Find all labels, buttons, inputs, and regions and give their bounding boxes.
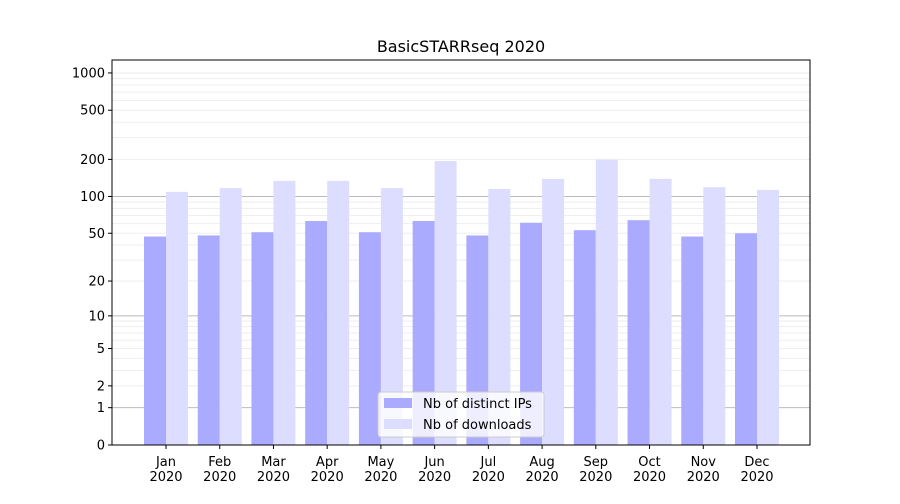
bar-distinct-ips bbox=[573, 230, 596, 445]
plot-frame bbox=[111, 59, 811, 446]
bar-downloads bbox=[273, 180, 296, 445]
bar-downloads bbox=[166, 191, 188, 445]
legend-swatch bbox=[384, 398, 412, 408]
x-tick-label: May 2020 bbox=[364, 455, 397, 485]
legend-box bbox=[377, 391, 545, 438]
bar-distinct-ips bbox=[412, 221, 435, 445]
bar-downloads bbox=[219, 188, 242, 446]
bar-downloads bbox=[434, 161, 457, 445]
y-tick-label: 100 bbox=[80, 190, 105, 205]
y-tick-label: 0 bbox=[97, 439, 105, 454]
bar-downloads bbox=[380, 188, 403, 446]
bar-distinct-ips bbox=[305, 221, 328, 445]
legend-label: Nb of distinct IPs bbox=[423, 397, 532, 412]
legend-swatch bbox=[384, 419, 412, 429]
y-tick-label: 5 bbox=[97, 342, 105, 357]
y-tick-label: 10 bbox=[88, 309, 105, 324]
y-tick-label: 1 bbox=[97, 401, 105, 416]
bar-distinct-ips bbox=[735, 233, 757, 445]
y-tick-label: 1000 bbox=[72, 66, 105, 81]
legend: Nb of distinct IPs Nb of downloads bbox=[377, 391, 545, 438]
y-tick-label: 500 bbox=[80, 104, 105, 119]
x-tick-label: Apr 2020 bbox=[311, 455, 344, 485]
bar-downloads bbox=[542, 178, 565, 445]
chart-title: BasicSTARRseq 2020 bbox=[377, 37, 545, 56]
y-tick-label: 200 bbox=[80, 153, 105, 168]
bar-distinct-ips bbox=[358, 232, 381, 445]
bar-distinct-ips bbox=[251, 232, 274, 445]
y-tick-label: 20 bbox=[88, 275, 105, 290]
x-tick-label: Dec 2020 bbox=[740, 455, 773, 485]
bar-downloads bbox=[488, 189, 511, 445]
legend-label: Nb of downloads bbox=[423, 418, 532, 433]
x-tick-label: Jan 2020 bbox=[149, 455, 182, 485]
y-tick-label: 2 bbox=[97, 379, 105, 394]
x-tick-label: Feb 2020 bbox=[203, 455, 236, 485]
x-tick-label: Aug 2020 bbox=[526, 455, 559, 485]
x-tick-label: Nov 2020 bbox=[687, 455, 720, 485]
bar-distinct-ips bbox=[197, 235, 220, 445]
x-tick-label: Jul 2020 bbox=[472, 455, 505, 485]
x-tick-label: Oct 2020 bbox=[633, 455, 666, 485]
bar-distinct-ips bbox=[520, 222, 543, 445]
bar-distinct-ips bbox=[627, 220, 650, 445]
bar-downloads bbox=[595, 159, 618, 445]
y-tick-label: 50 bbox=[88, 227, 105, 242]
x-tick-label: Sep 2020 bbox=[579, 455, 612, 485]
bar-downloads bbox=[703, 187, 726, 445]
bar-downloads bbox=[649, 178, 672, 445]
x-tick-label: Jun 2020 bbox=[418, 455, 451, 485]
bar-downloads bbox=[757, 189, 779, 445]
x-tick-label: Mar 2020 bbox=[257, 455, 290, 485]
bar-downloads bbox=[327, 180, 350, 445]
bar-distinct-ips bbox=[681, 236, 704, 445]
bar-distinct-ips bbox=[144, 236, 166, 445]
